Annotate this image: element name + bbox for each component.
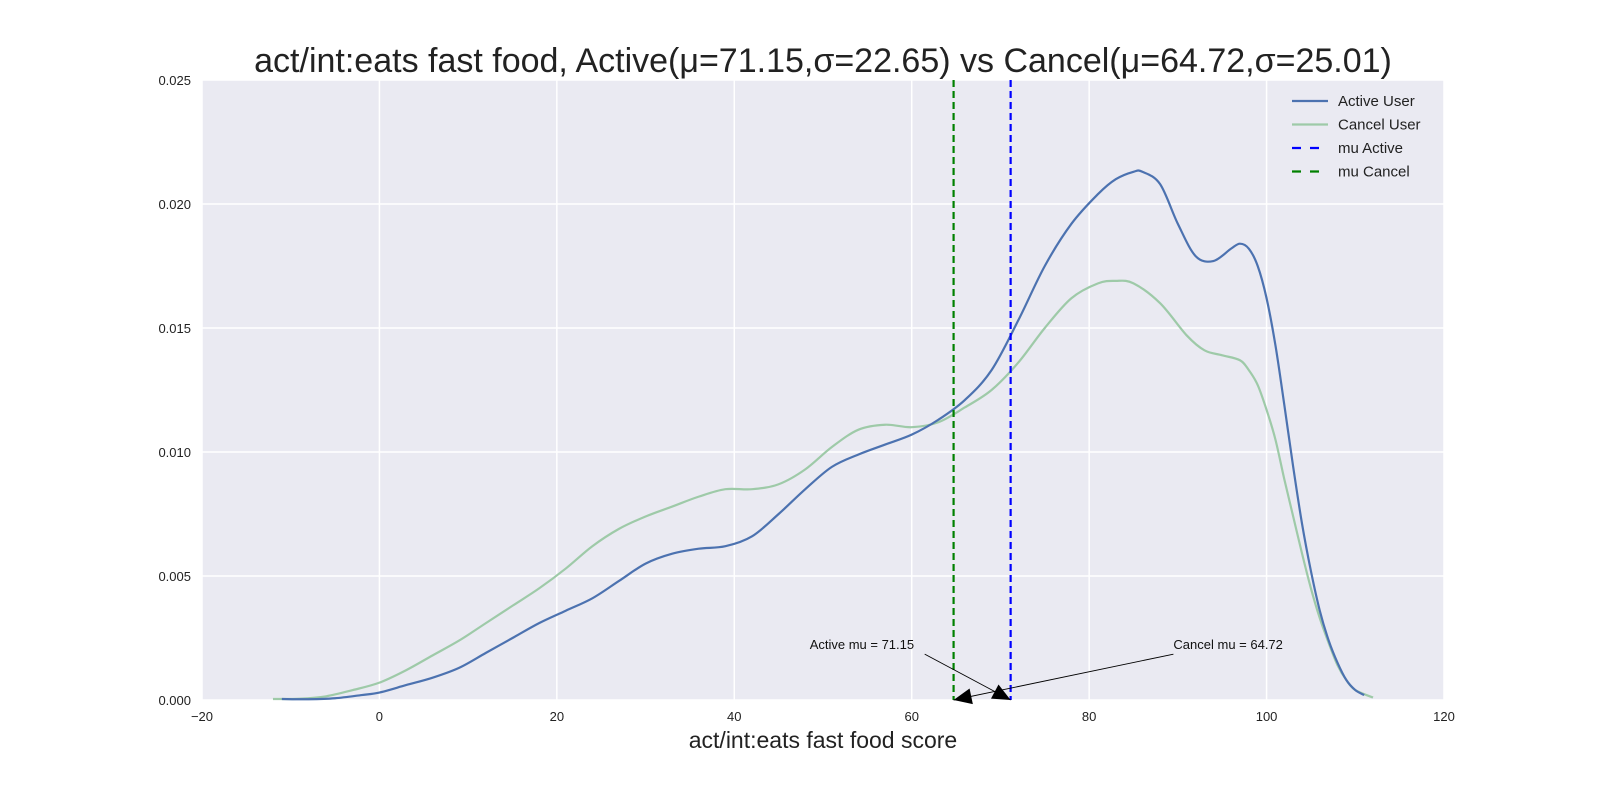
chart-title: act/int:eats fast food, Active(μ=71.15,σ… [254,42,1392,80]
x-tick-label: 40 [727,709,741,724]
legend-label: mu Cancel [1338,164,1410,181]
legend-label: Active User [1338,93,1415,110]
x-tick-label: 60 [904,709,918,724]
y-tick-label: 0.005 [158,569,191,584]
x-tick-label: 100 [1256,709,1278,724]
x-tick-label: 20 [550,709,564,724]
legend-label: Cancel User [1338,117,1421,134]
x-tick-label: 80 [1082,709,1096,724]
annotation-arrowhead [990,684,1011,700]
legend-label: mu Active [1338,140,1403,157]
annotation-text: Cancel mu = 64.72 [1173,637,1282,652]
annotations: Active mu = 71.15 Cancel mu = 64.72 [810,637,1283,705]
annotation-text: Active mu = 71.15 [810,637,914,652]
y-tick-label: 0.020 [158,197,191,212]
x-tick-label: 0 [376,709,383,724]
x-axis-label: act/int:eats fast food score [689,727,957,753]
series-line-active-user [281,169,1365,701]
x-tick-label: −20 [191,709,213,724]
plot-area [202,80,1444,700]
annotation-arrow-line [953,653,1174,701]
series-lines [272,169,1374,701]
y-tick-label: 0.010 [158,445,191,460]
axis-ticks: −20 0 20 40 60 80 100 120 0.000 0.005 0.010 0.015 0.… [158,73,1454,724]
x-tick-label: 120 [1433,709,1455,724]
y-tick-label: 0.015 [158,321,191,336]
legend: Active User Cancel User mu Active mu Cancel [1292,93,1421,181]
y-tick-label: 0.025 [158,73,191,88]
grid-lines [201,79,1445,701]
series-line-cancel-user [272,279,1374,701]
y-tick-label: 0.000 [158,693,191,708]
annotation-arrowhead [953,688,973,705]
mean-lines [952,80,1012,700]
